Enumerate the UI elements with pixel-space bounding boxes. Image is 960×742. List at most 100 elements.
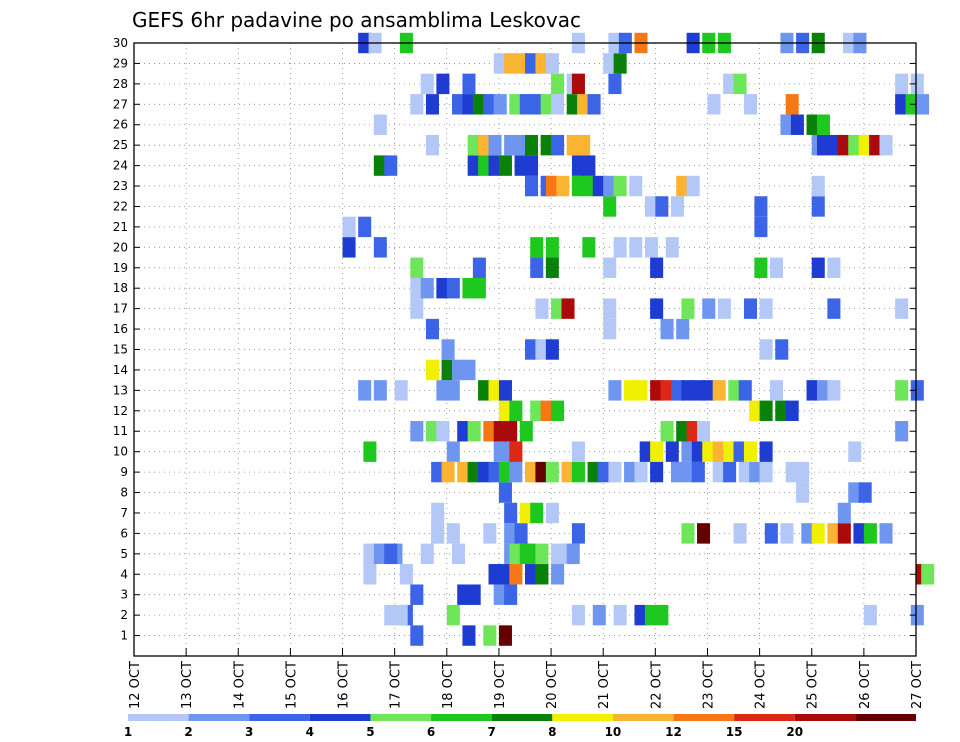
ensemble-cell bbox=[754, 257, 768, 278]
ensemble-cell bbox=[858, 482, 872, 503]
colorbar-label: 5 bbox=[366, 725, 374, 739]
ensemble-cell bbox=[650, 298, 664, 319]
ensemble-cell bbox=[613, 175, 627, 197]
ensemble-cell bbox=[525, 543, 539, 565]
ensemble-cell bbox=[535, 339, 549, 360]
ensemble-cell bbox=[504, 421, 518, 442]
ensemble-cell bbox=[712, 461, 726, 483]
ensemble-cell bbox=[384, 543, 398, 565]
ensemble-cell bbox=[738, 380, 752, 401]
ensemble-cell bbox=[535, 461, 549, 483]
ensemble-cell bbox=[457, 584, 471, 605]
colorbar-swatch bbox=[855, 714, 916, 721]
x-tick-label: 19 OCT bbox=[493, 661, 508, 709]
colorbar-swatch bbox=[128, 714, 189, 721]
ensemble-cell bbox=[582, 155, 596, 176]
ensemble-cell bbox=[493, 53, 507, 74]
ensemble-cell bbox=[514, 155, 528, 176]
ensemble-cell bbox=[895, 94, 909, 115]
ensemble-cell bbox=[467, 134, 481, 156]
ensemble-cell bbox=[410, 277, 424, 299]
y-tick-label: 1 bbox=[120, 629, 128, 643]
colorbar-swatch bbox=[794, 714, 856, 721]
ensemble-cell bbox=[571, 461, 585, 483]
ensemble-cell bbox=[373, 380, 387, 401]
ensemble-cell bbox=[514, 523, 528, 544]
ensemble-cell bbox=[509, 400, 523, 422]
x-tick-label: 21 OCT bbox=[597, 661, 612, 709]
ensemble-cell bbox=[853, 523, 867, 544]
ensemble-cell bbox=[462, 625, 476, 646]
ensemble-cell bbox=[425, 421, 439, 442]
ensemble-cell bbox=[483, 625, 497, 646]
ensemble-cell bbox=[587, 461, 601, 483]
ensemble-cell bbox=[504, 584, 518, 605]
ensemble-cell bbox=[545, 237, 559, 258]
ensemble-cell bbox=[634, 604, 648, 626]
x-tick-label: 23 OCT bbox=[701, 661, 716, 709]
colorbar-swatch bbox=[431, 714, 492, 721]
ensemble-cell bbox=[452, 359, 466, 381]
y-tick-label: 8 bbox=[120, 486, 128, 500]
ensemble-cell bbox=[551, 134, 565, 156]
ensemble-cell bbox=[749, 461, 763, 483]
ensemble-cell bbox=[535, 543, 549, 565]
ensemble-cell bbox=[478, 134, 492, 156]
ensemble-cell bbox=[441, 461, 455, 483]
ensemble-cell bbox=[525, 564, 539, 585]
ensemble-cell bbox=[525, 155, 539, 176]
ensemble-cell bbox=[566, 543, 580, 565]
y-tick-label: 19 bbox=[113, 261, 128, 275]
ensemble-cell bbox=[733, 73, 747, 95]
ensemble-cell bbox=[452, 94, 466, 115]
ensemble-cell bbox=[577, 134, 591, 156]
ensemble-cell bbox=[629, 175, 643, 197]
ensemble-cell bbox=[743, 441, 757, 462]
x-tick-label: 20 OCT bbox=[545, 661, 560, 709]
ensemble-cell bbox=[498, 380, 512, 401]
ensemble-cell bbox=[504, 134, 518, 156]
ensemble-cell bbox=[373, 237, 387, 258]
ensemble-cell bbox=[665, 237, 679, 258]
x-tick-label: 14 OCT bbox=[232, 661, 247, 709]
ensemble-cell bbox=[733, 523, 747, 544]
ensemble-cell bbox=[775, 400, 789, 422]
y-tick-label: 21 bbox=[113, 220, 128, 234]
colorbar-swatch bbox=[734, 714, 795, 721]
ensemble-cell bbox=[827, 298, 841, 319]
colorbar-swatch bbox=[370, 714, 432, 721]
ensemble-cell bbox=[410, 421, 424, 442]
ensemble-cell bbox=[410, 257, 424, 278]
ensemble-cell bbox=[509, 461, 523, 483]
ensemble-cell bbox=[629, 237, 643, 258]
ensemble-cell bbox=[816, 380, 830, 401]
ensemble-cell bbox=[363, 543, 377, 565]
ensemble-cell bbox=[441, 339, 455, 360]
ensemble-cell bbox=[717, 298, 731, 319]
ensemble-cell bbox=[467, 584, 481, 605]
ensemble-cell bbox=[504, 502, 518, 524]
ensemble-cell bbox=[780, 523, 794, 544]
colorbar-label: 10 bbox=[605, 725, 622, 739]
ensemble-cell bbox=[670, 461, 685, 483]
ensemble-cell bbox=[770, 380, 784, 401]
colorbar-swatch bbox=[612, 714, 674, 721]
ensemble-cell bbox=[848, 134, 862, 156]
ensemble-cell bbox=[525, 175, 539, 197]
ensemble-cell bbox=[535, 564, 549, 585]
y-tick-label: 16 bbox=[113, 322, 128, 336]
ensemble-cell bbox=[462, 94, 476, 115]
ensemble-cell bbox=[608, 73, 622, 95]
ensemble-cell bbox=[509, 564, 523, 585]
ensemble-cell bbox=[603, 257, 617, 278]
ensemble-cell bbox=[457, 461, 471, 483]
ensemble-cell bbox=[410, 298, 424, 319]
y-tick-label: 28 bbox=[113, 77, 128, 91]
ensemble-cell bbox=[759, 298, 773, 319]
ensemble-cell bbox=[551, 73, 565, 95]
ensemble-cell bbox=[545, 175, 559, 197]
ensemble-cell bbox=[587, 94, 601, 115]
ensemble-cell bbox=[545, 461, 559, 483]
ensemble-cell bbox=[592, 175, 606, 197]
x-tick-label: 15 OCT bbox=[284, 661, 299, 709]
